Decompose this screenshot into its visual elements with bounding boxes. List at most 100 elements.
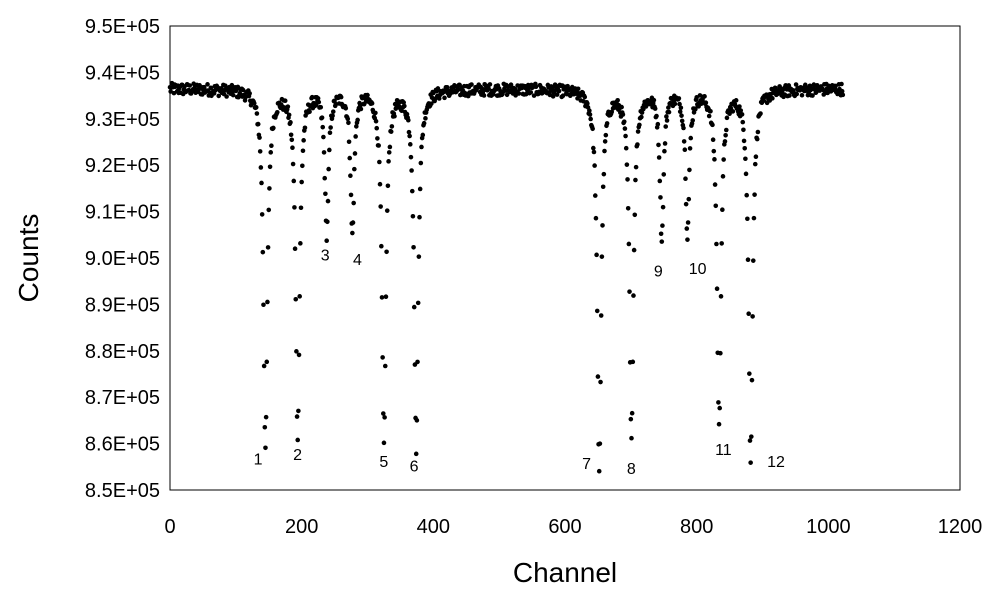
data-point xyxy=(746,311,751,317)
data-point xyxy=(602,148,607,154)
y-tick-label: 9.5E+05 xyxy=(85,16,160,38)
y-tick-label: 9.0E+05 xyxy=(85,248,160,270)
data-point xyxy=(623,145,629,151)
data-point xyxy=(320,124,326,130)
data-point xyxy=(409,168,414,173)
data-point xyxy=(289,137,295,143)
data-point xyxy=(550,94,556,99)
data-point xyxy=(659,239,665,244)
data-point xyxy=(302,125,308,131)
data-point xyxy=(298,241,303,246)
data-point xyxy=(677,109,683,114)
data-point xyxy=(419,144,424,150)
data-point xyxy=(205,82,210,87)
data-point xyxy=(297,294,302,299)
x-tick-label: 200 xyxy=(285,516,318,538)
data-point xyxy=(387,144,393,150)
data-point xyxy=(418,160,424,166)
data-point xyxy=(679,118,685,124)
data-points xyxy=(167,80,846,474)
data-point xyxy=(240,87,246,93)
data-point xyxy=(267,164,273,170)
y-tick-label: 9.3E+05 xyxy=(85,109,160,131)
data-point xyxy=(379,243,384,249)
data-point xyxy=(739,112,745,117)
data-point xyxy=(269,143,274,149)
peak-label: 4 xyxy=(353,252,362,269)
data-point xyxy=(410,213,416,219)
data-point xyxy=(750,258,756,263)
peak-label: 1 xyxy=(254,451,263,468)
data-point xyxy=(444,84,450,90)
data-point xyxy=(392,113,397,119)
data-point xyxy=(752,192,757,197)
data-point xyxy=(740,119,746,125)
data-point xyxy=(259,212,265,217)
data-point xyxy=(508,82,514,88)
data-point xyxy=(664,118,670,123)
data-point xyxy=(307,109,312,115)
peak-label: 6 xyxy=(410,458,419,475)
data-point xyxy=(352,151,358,156)
data-point xyxy=(840,92,846,98)
data-point xyxy=(601,171,607,177)
data-point xyxy=(625,177,630,182)
data-point xyxy=(710,137,716,142)
data-point xyxy=(737,104,742,109)
data-point xyxy=(688,135,694,141)
data-point xyxy=(253,105,259,110)
data-point xyxy=(242,98,248,103)
data-point xyxy=(286,112,292,118)
data-point xyxy=(417,214,422,220)
data-point xyxy=(639,110,645,115)
data-point xyxy=(628,416,634,422)
data-point xyxy=(407,133,412,139)
data-point xyxy=(469,82,474,87)
data-point xyxy=(275,109,280,115)
data-point xyxy=(719,241,724,246)
data-point xyxy=(639,114,644,120)
data-point xyxy=(660,204,666,210)
data-point xyxy=(703,100,709,105)
data-point xyxy=(187,83,193,88)
data-point xyxy=(263,445,268,451)
data-point xyxy=(738,108,744,113)
data-point xyxy=(384,208,390,213)
data-point xyxy=(626,241,632,247)
peak-label: 10 xyxy=(689,261,707,278)
data-point xyxy=(382,363,388,369)
data-point xyxy=(590,126,595,132)
data-point xyxy=(318,105,324,110)
data-point xyxy=(348,192,354,198)
data-point xyxy=(600,184,606,190)
data-point xyxy=(716,421,722,427)
data-point xyxy=(560,93,566,98)
data-point xyxy=(411,245,416,250)
data-point xyxy=(321,150,327,155)
data-point xyxy=(716,400,721,405)
data-point xyxy=(373,110,378,116)
data-point xyxy=(429,101,434,106)
data-point xyxy=(632,212,638,218)
data-point xyxy=(296,408,301,414)
data-point xyxy=(343,105,349,111)
data-point xyxy=(254,111,260,116)
data-point xyxy=(296,352,302,358)
data-point xyxy=(786,83,792,88)
data-point xyxy=(262,424,268,430)
data-point xyxy=(685,220,691,225)
data-point xyxy=(379,295,385,300)
data-point xyxy=(585,101,590,106)
data-point xyxy=(377,181,383,187)
data-point xyxy=(328,125,333,130)
data-point xyxy=(602,139,608,144)
data-point xyxy=(319,115,325,120)
data-point xyxy=(208,85,214,91)
data-point xyxy=(664,114,669,119)
data-point xyxy=(663,124,669,129)
peak-label: 5 xyxy=(379,454,388,471)
data-point xyxy=(741,138,747,144)
data-point xyxy=(316,99,322,105)
data-point xyxy=(381,440,387,446)
